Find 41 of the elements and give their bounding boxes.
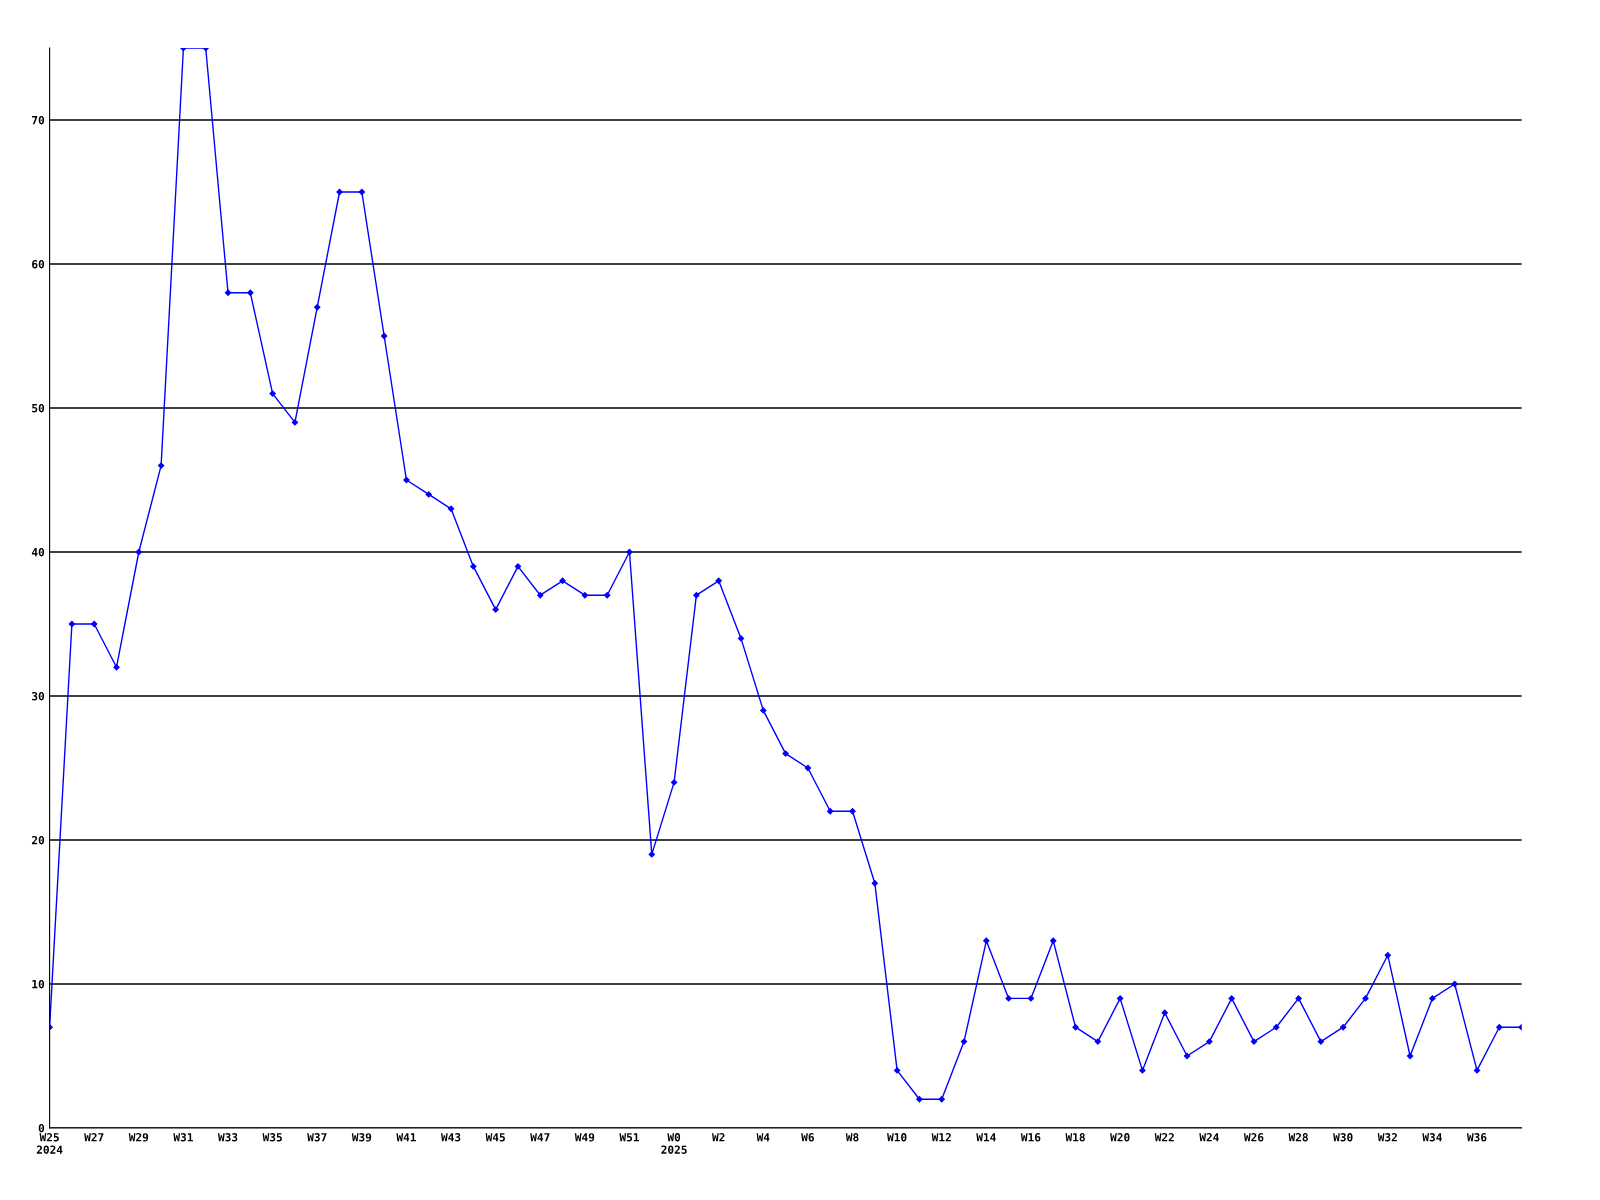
x-tick-label: W28 (1288, 1133, 1308, 1142)
x-tick-label: W29 (128, 1133, 149, 1142)
x-tick-label: W24 (1199, 1133, 1219, 1142)
x-tick-label: W36 (1466, 1133, 1487, 1142)
x-tick-label: W51 (619, 1133, 639, 1142)
x-tick-label: W25 2024 (36, 1133, 63, 1154)
x-tick-label: W41 (396, 1133, 416, 1142)
x-tick-label: W14 (976, 1133, 996, 1142)
x-tick-label: W0 2025 (661, 1133, 687, 1154)
y-tick-label: 20 (31, 835, 45, 845)
x-tick-label: W8 (845, 1133, 859, 1142)
x-tick-label: W31 (173, 1133, 193, 1142)
x-tick-label: W45 (485, 1133, 505, 1142)
y-tick-label: 10 (32, 979, 45, 989)
x-tick-label: W16 (1020, 1133, 1041, 1142)
x-tick-label: W4 (756, 1133, 770, 1142)
y-tick-label: 40 (31, 547, 45, 557)
x-tick-label: W10 (887, 1133, 907, 1142)
x-tick-label: W30 (1333, 1133, 1353, 1142)
x-tick-label: W2 (712, 1133, 725, 1142)
x-tick-label: W47 (530, 1133, 550, 1142)
x-tick-label: W32 (1377, 1133, 1397, 1142)
x-tick-label: W35 (262, 1133, 282, 1142)
x-tick-label: W37 (307, 1133, 327, 1142)
y-tick-label: 70 (32, 115, 45, 125)
x-tick-label: W43 (441, 1133, 461, 1142)
y-tick-label: 0 (38, 1123, 45, 1133)
x-tick-label: W33 (217, 1133, 238, 1142)
x-tick-label: W22 (1154, 1133, 1174, 1142)
x-tick-label: W26 (1243, 1133, 1264, 1142)
x-tick-label: W49 (574, 1133, 595, 1142)
x-tick-label: W27 (84, 1133, 104, 1142)
x-tick-label: W12 (931, 1133, 951, 1142)
x-tick-label: W34 (1422, 1133, 1442, 1142)
y-tick-label: 60 (32, 259, 45, 269)
x-tick-label: W18 (1065, 1133, 1085, 1142)
x-tick-label: W20 (1110, 1133, 1130, 1142)
y-tick-label: 30 (32, 691, 45, 701)
x-tick-label: W6 (801, 1133, 814, 1142)
y-tick-label: 50 (32, 403, 45, 413)
x-tick-label: W39 (351, 1133, 372, 1142)
